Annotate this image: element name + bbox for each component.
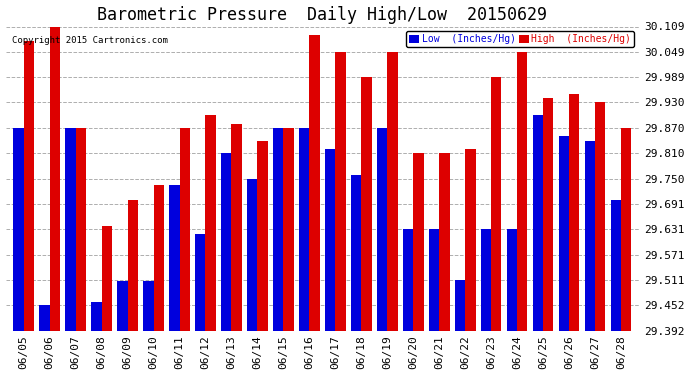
Bar xyxy=(128,200,138,331)
Bar xyxy=(273,128,284,331)
Bar xyxy=(195,234,206,331)
Bar xyxy=(13,128,23,331)
Bar xyxy=(39,305,50,331)
Bar xyxy=(247,179,257,331)
Bar xyxy=(517,52,527,331)
Bar xyxy=(403,230,413,331)
Bar xyxy=(362,77,372,331)
Bar xyxy=(335,51,346,331)
Bar xyxy=(101,226,112,331)
Bar xyxy=(533,115,543,331)
Bar xyxy=(66,128,76,331)
Bar xyxy=(455,280,465,331)
Bar xyxy=(481,230,491,331)
Bar xyxy=(506,230,517,331)
Bar xyxy=(23,41,34,331)
Bar xyxy=(595,102,605,331)
Bar xyxy=(50,27,60,331)
Bar xyxy=(465,149,475,331)
Bar xyxy=(143,281,154,331)
Bar xyxy=(569,94,580,331)
Bar xyxy=(309,34,319,331)
Bar xyxy=(169,185,179,331)
Bar xyxy=(91,302,101,331)
Bar xyxy=(387,51,397,331)
Bar xyxy=(377,128,387,331)
Bar xyxy=(257,141,268,331)
Bar xyxy=(221,153,231,331)
Bar xyxy=(491,77,502,331)
Bar xyxy=(351,175,362,331)
Bar xyxy=(284,128,294,331)
Bar xyxy=(439,153,450,331)
Bar xyxy=(231,124,241,331)
Bar xyxy=(543,98,553,331)
Bar xyxy=(584,141,595,331)
Legend: Low  (Inches/Hg), High  (Inches/Hg): Low (Inches/Hg), High (Inches/Hg) xyxy=(406,32,634,47)
Bar xyxy=(621,128,631,331)
Text: Copyright 2015 Cartronics.com: Copyright 2015 Cartronics.com xyxy=(12,36,168,45)
Bar xyxy=(559,136,569,331)
Bar xyxy=(325,149,335,331)
Bar xyxy=(611,200,621,331)
Bar xyxy=(428,230,439,331)
Bar xyxy=(154,185,164,331)
Bar xyxy=(179,128,190,331)
Bar xyxy=(117,281,128,331)
Bar xyxy=(206,115,216,331)
Bar xyxy=(76,128,86,331)
Title: Barometric Pressure  Daily High/Low  20150629: Barometric Pressure Daily High/Low 20150… xyxy=(97,6,547,24)
Bar xyxy=(299,128,309,331)
Bar xyxy=(413,153,424,331)
